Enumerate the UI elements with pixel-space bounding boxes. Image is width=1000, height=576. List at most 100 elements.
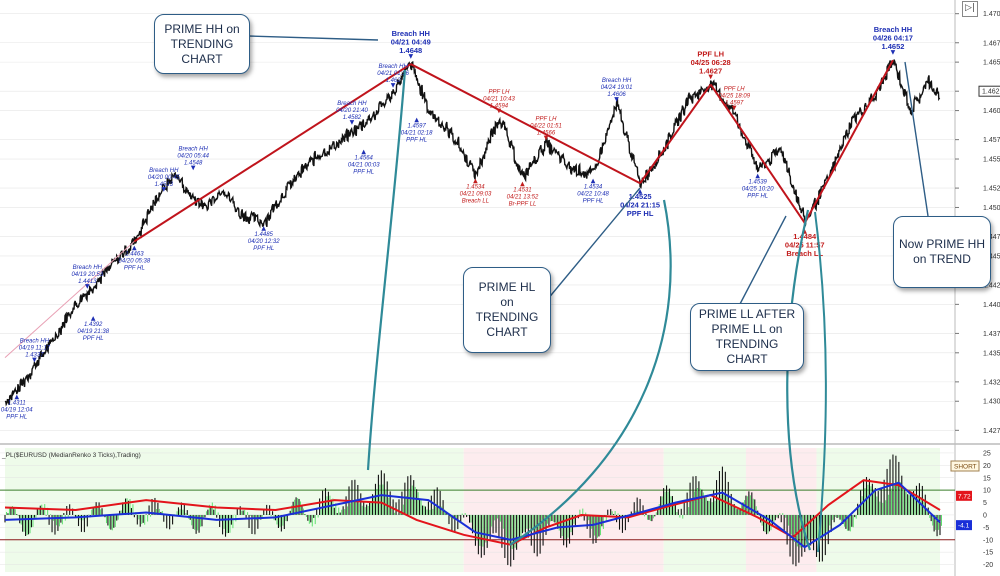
- annotation-text: Breach HH: [179, 147, 209, 153]
- histogram: [4, 454, 942, 567]
- callout-pointer-1: [247, 35, 379, 41]
- arrow-to-indicator-3: [786, 209, 812, 551]
- marker-down-icon: ▼: [161, 186, 166, 193]
- current-price-box: [978, 85, 1000, 97]
- annotation-text: 04/22 01:51: [530, 124, 562, 130]
- price-tick-label: 1.452: [983, 186, 1000, 193]
- indicator-zone-1: [463, 448, 664, 572]
- trend-line-4: [803, 59, 894, 224]
- annotation-text: PPF LH: [697, 49, 724, 58]
- marker-down-icon: ▼: [391, 82, 396, 89]
- annotation-text: PPF HL: [627, 209, 654, 218]
- annotation-text: Breach HH: [73, 265, 103, 271]
- annotation-text: 04/20 12:32: [248, 239, 280, 245]
- marker-up-icon: ▲: [755, 173, 760, 180]
- blue-oscillator-line: [4, 481, 941, 549]
- annotation-text: 04/21 10:43: [483, 96, 515, 102]
- short-label: SHORT: [954, 464, 977, 471]
- price-tick-label: 1.435: [983, 350, 1000, 357]
- annotation-text: 04/19 12:04: [1, 408, 33, 414]
- annotation-text: 1.4413: [78, 279, 97, 285]
- annotation-text: 1.4392: [84, 322, 103, 328]
- trend-line-2: [639, 83, 712, 184]
- indicator-tick-label: 25: [983, 450, 991, 457]
- marker-down-icon: ▼: [408, 53, 413, 60]
- annotation-text: Breach LL: [786, 249, 823, 258]
- indicator-tick-label: -10: [983, 537, 993, 544]
- callout-now-prime-hh: Now PRIME HH on TREND: [893, 216, 991, 288]
- marker-down-icon: ▼: [614, 96, 619, 103]
- marker-up-icon: ▲: [520, 180, 525, 187]
- annotation-text: 04/19 11:17: [19, 345, 51, 351]
- annotation-text: 04/25 10:20: [742, 187, 774, 193]
- annotation-text: 04/21 00:03: [348, 162, 380, 168]
- annotation-text: 1.4531: [513, 187, 531, 193]
- annotation-text: PPF HL: [124, 265, 145, 271]
- annotation-text: 1.4566: [537, 131, 556, 137]
- arrow-to-indicator-4: [814, 211, 827, 553]
- annotation-text: 1.4597: [407, 123, 426, 129]
- trend-line-0: [133, 63, 412, 243]
- annotation-text: 04/19 20:53: [71, 272, 103, 278]
- indicator-title: _PL($EURUSD (MedianRenko 3 Ticks),Tradin…: [1, 452, 141, 459]
- price-tick-label: 1.430: [983, 399, 1000, 406]
- marker-down-icon: ▼: [191, 165, 196, 172]
- annotation-text: PPF LH: [536, 117, 558, 123]
- price-tick-label: 1.427: [983, 428, 1000, 435]
- annotation-text: 04/25 18:09: [718, 93, 750, 99]
- price-tick-label: 1.470: [983, 11, 1000, 18]
- annotation-text: 1.4652: [881, 42, 904, 51]
- price-tick-label: 1.442: [983, 282, 1000, 289]
- annotation-text: Breach HH: [602, 78, 632, 84]
- annotation-text: 1.4534: [584, 185, 603, 191]
- annotation-text: PPF HL: [747, 194, 768, 200]
- annotation-text: Breach HH: [392, 29, 430, 38]
- annotation-text: 1.4627: [699, 66, 722, 75]
- price-tick-label: 1.432: [983, 379, 1000, 386]
- price-tick-label: 1.447: [983, 234, 1000, 241]
- marker-down-icon: ▼: [85, 283, 90, 290]
- price-tick-label: 1.455: [983, 157, 1000, 164]
- short-badge: [950, 460, 980, 472]
- annotation-text: 1.4337: [25, 352, 44, 358]
- annotation-text: 1.4564: [355, 155, 374, 161]
- red-oscillator-line: [4, 479, 941, 546]
- price-tick-label: 1.440: [983, 302, 1000, 309]
- annotation-text: 04/25 11:57: [785, 240, 825, 249]
- marker-down-icon: ▼: [544, 135, 549, 142]
- price-tick-label: 1.465: [983, 60, 1000, 67]
- marker-down-icon: ▼: [350, 119, 355, 126]
- annotation-text: 1.4648: [399, 46, 422, 55]
- marker-up-icon: ▲: [473, 178, 478, 185]
- price-tick-label: 1.467: [983, 40, 1000, 47]
- annotation-text: PPF HL: [6, 415, 27, 421]
- annotation-text: PPF HL: [583, 199, 604, 205]
- marker-up-icon: ▲: [802, 228, 807, 235]
- annotation-text: 1.4463: [125, 251, 144, 257]
- annotation-text: 04/26 04:17: [873, 34, 913, 43]
- annotation-text: PPF HL: [353, 169, 374, 175]
- scroll-end-icon[interactable]: ▷|: [962, 1, 978, 17]
- indicator-tick-label: -5: [983, 525, 989, 532]
- annotation-text: Breach HH: [20, 338, 50, 344]
- marker-up-icon: ▲: [14, 394, 19, 401]
- price-tick-label: 1.437: [983, 331, 1000, 338]
- indicator-tick-label: 15: [983, 475, 991, 482]
- annotation-text: 1.4311: [8, 401, 26, 407]
- marker-up-icon: ▲: [132, 244, 137, 251]
- annotation-text: Breach HH: [149, 168, 179, 174]
